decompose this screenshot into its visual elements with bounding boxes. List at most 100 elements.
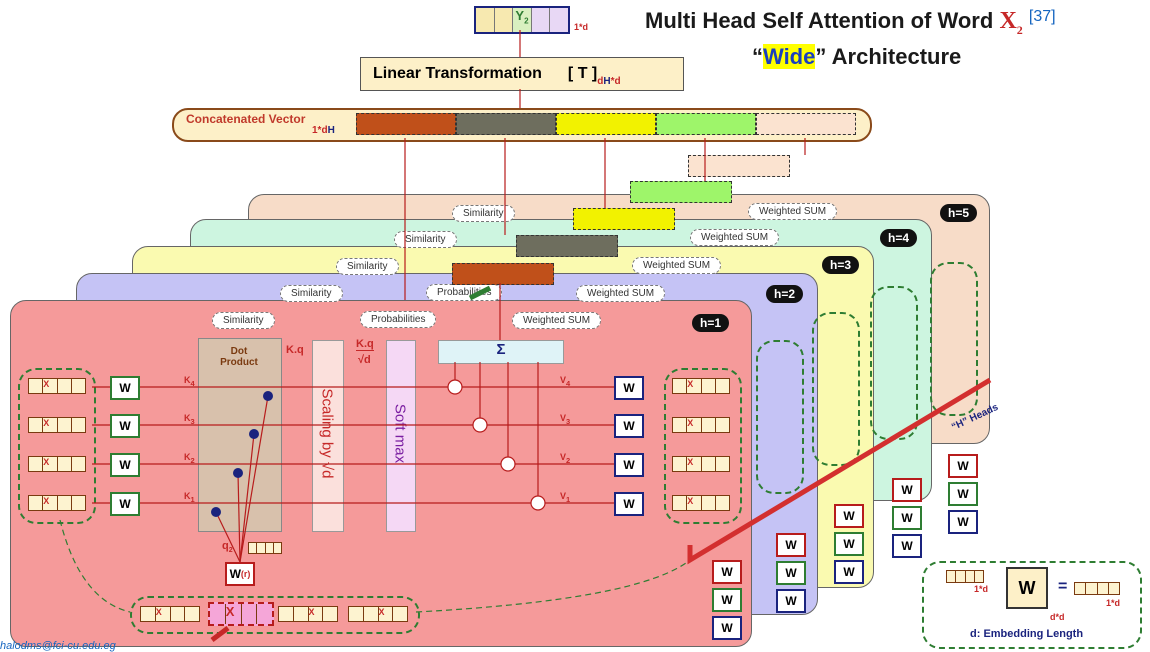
wk-box-row3: W [110, 414, 140, 438]
sigma-box: Σ [438, 340, 564, 364]
value-inputs-h2 [756, 340, 804, 494]
wq-box-head1: W (r) [225, 562, 255, 586]
wv-head5: W [948, 510, 978, 534]
value-inputs-h5 [930, 262, 978, 416]
concatenated-vector-label: Concatenated Vector [186, 112, 306, 126]
wv-head4: W [892, 534, 922, 558]
q-label: q2 [222, 540, 233, 555]
concat-cell-5 [756, 113, 856, 135]
concatenated-size: 1*dH [312, 125, 335, 136]
head-label-3: h=3 [822, 256, 860, 274]
wq-head2: W [776, 533, 806, 557]
q-vector [248, 542, 282, 554]
legend-left-vector [946, 570, 984, 583]
softmax-box [386, 340, 416, 532]
legend-caption: d: Embedding Length [970, 628, 1084, 640]
legend-right-vector [1074, 582, 1120, 595]
similarity-cloud-h3: Similarity [336, 258, 399, 275]
weighted-sum-cloud-h1: Weighted SUM [512, 312, 602, 329]
probabilities-cloud-h1: Probabilities [360, 311, 437, 328]
similarity-cloud-h4: Similarity [394, 231, 457, 248]
head-output-4 [630, 181, 732, 203]
input-word-3: X [278, 606, 338, 622]
wq-head1: W [712, 560, 742, 584]
v-label-4: V4 [560, 375, 571, 388]
wv-head3: W [834, 560, 864, 584]
scaling-box [312, 340, 344, 532]
legend-right-size: 1*d [1106, 598, 1121, 608]
head-output-3 [573, 208, 675, 230]
wq-head5: W [948, 454, 978, 478]
linear-transformation-box: Linear Transformation [ T ] dH*d [360, 57, 684, 91]
input-word-2: X [208, 602, 274, 626]
head-label-5: h=5 [940, 204, 978, 222]
output-vector: Y2 [474, 6, 570, 34]
kq-fraction-denominator: √d [358, 354, 371, 366]
legend-equals: = [1058, 578, 1068, 595]
wq-head4: W [892, 478, 922, 502]
legend-below-size: d*d [1050, 612, 1065, 622]
concat-cell-4 [656, 113, 756, 135]
key-input-x2: X [28, 456, 86, 472]
page-subtitle: “Wide” Architecture [752, 44, 962, 69]
legend-w-box: W [1006, 567, 1048, 609]
k-label-1: K1 [184, 491, 195, 504]
weighted-sum-cloud-h3: Weighted SUM [632, 257, 722, 274]
wv-box-row1: W [614, 492, 644, 516]
input-word-4: X [348, 606, 408, 622]
v-label-1: V1 [560, 491, 571, 504]
head-label-2: h=2 [766, 285, 804, 303]
wk-box-row2: W [110, 453, 140, 477]
head-output-1 [452, 263, 554, 285]
wk-head2: W [776, 561, 806, 585]
wv-box-row3: W [614, 414, 644, 438]
v-label-2: V2 [560, 452, 571, 465]
k-label-2: K2 [184, 452, 195, 465]
input-words-box [130, 596, 420, 634]
weighted-sum-cloud-h5: Weighted SUM [748, 203, 838, 220]
wv-head2: W [776, 589, 806, 613]
page-title: Multi Head Self Attention of Word X2 [37… [645, 8, 1056, 37]
head-output-2 [516, 235, 618, 257]
wv-head1: W [712, 616, 742, 640]
value-input-x3: X [672, 417, 730, 433]
kq-fraction-numerator: K.q [356, 338, 374, 351]
key-input-x4: X [28, 378, 86, 394]
value-inputs-h1 [664, 368, 742, 524]
wk-box-row4: W [110, 376, 140, 400]
citation: [37] [1028, 8, 1056, 25]
wk-head4: W [892, 506, 922, 530]
wk-head5: W [948, 482, 978, 506]
wk-box-row1: W [110, 492, 140, 516]
head-output-5 [688, 155, 790, 177]
wv-box-row4: W [614, 376, 644, 400]
wq-head3: W [834, 504, 864, 528]
output-size: 1*d [574, 22, 589, 32]
wv-box-row2: W [614, 453, 644, 477]
input-word-1: X [140, 606, 200, 622]
kq-label: K.q [286, 344, 304, 356]
concat-cell-3 [556, 113, 656, 135]
legend-left-size: 1*d [974, 584, 989, 594]
v-label-3: V3 [560, 413, 571, 426]
dot-product-box [198, 338, 282, 532]
similarity-cloud-h5: Similarity [452, 205, 515, 222]
weighted-sum-cloud-h2: Weighted SUM [576, 285, 666, 302]
similarity-cloud-h1: Similarity [212, 312, 275, 329]
concat-cell-2 [456, 113, 556, 135]
weighted-sum-cloud-h4: Weighted SUM [690, 229, 780, 246]
value-input-x4: X [672, 378, 730, 394]
key-input-x3: X [28, 417, 86, 433]
key-input-x1: X [28, 495, 86, 511]
k-label-4: K4 [184, 375, 195, 388]
wk-head1: W [712, 588, 742, 612]
head-label-4: h=4 [880, 229, 918, 247]
similarity-cloud-h2: Similarity [280, 285, 343, 302]
legend-box [922, 561, 1142, 649]
k-label-3: K3 [184, 413, 195, 426]
dot-product-label: Dot Product [220, 346, 258, 368]
key-inputs-h1 [18, 368, 96, 524]
value-inputs-h3 [812, 312, 860, 466]
concat-cell-1 [356, 113, 456, 135]
